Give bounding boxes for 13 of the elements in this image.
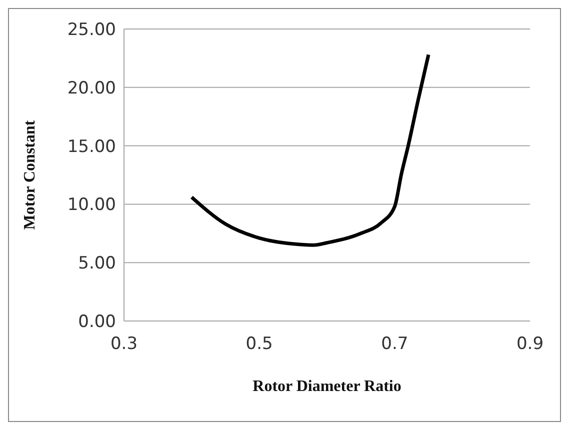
y-tick-label: 0.00 <box>78 312 116 332</box>
y-tick-label: 10.00 <box>67 195 116 216</box>
y-tick-label: 25.00 <box>67 20 116 40</box>
y-axis-title: Motor Constant <box>22 120 39 230</box>
x-tick-label: 0.5 <box>246 334 273 354</box>
x-tick-label: 0.3 <box>110 334 138 354</box>
x-tick-label: 0.7 <box>381 334 408 354</box>
y-tick-label: 15.00 <box>67 136 116 157</box>
x-axis-title: Rotor Diameter Ratio <box>252 378 402 395</box>
x-tick-label: 0.9 <box>516 334 544 354</box>
line-series <box>190 52 430 247</box>
y-tick-label: 5.00 <box>78 254 116 274</box>
y-tick-label: 20.00 <box>67 78 116 98</box>
